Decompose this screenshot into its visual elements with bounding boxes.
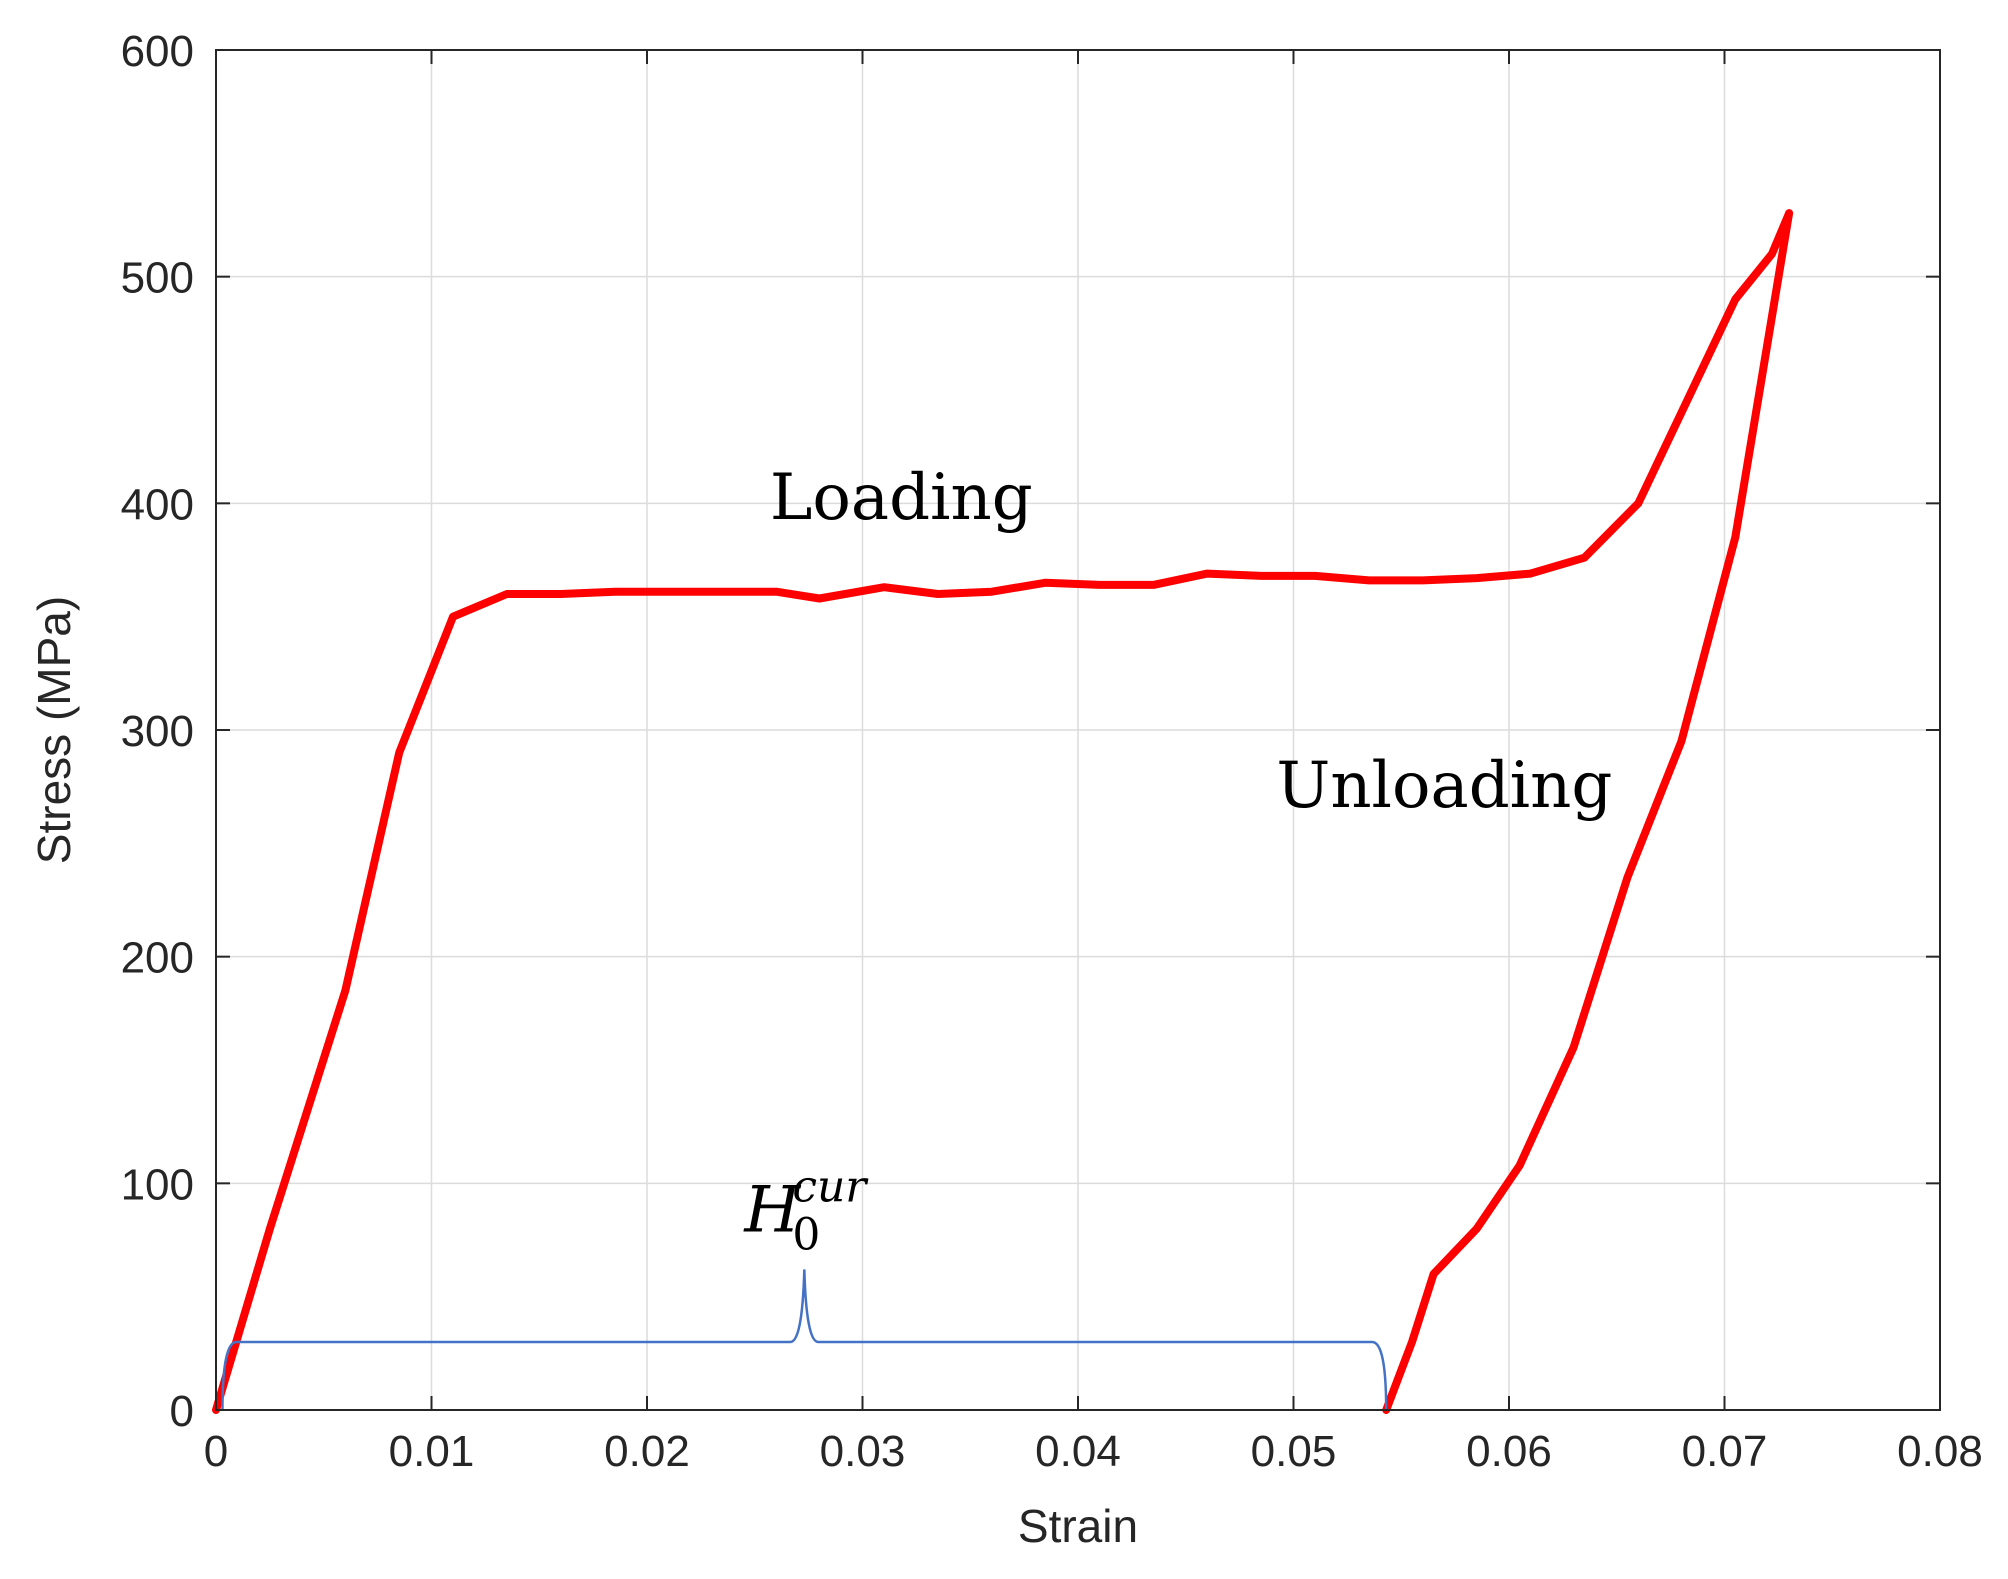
grid <box>215 49 1941 1411</box>
labels: 0 0.01 0.02 0.03 0.04 0.05 0.06 0.07 0.08 0 100 200… <box>28 27 1983 1552</box>
y-tick-label: 200 <box>121 934 194 983</box>
data-point <box>665 588 673 596</box>
data-point <box>1731 295 1739 303</box>
brace-path <box>221 1269 1388 1411</box>
x-tick-label: 0.03 <box>820 1427 906 1476</box>
x-tick-label: 0.05 <box>1251 1427 1337 1476</box>
x-tick-label: 0 <box>204 1427 228 1476</box>
x-tick-label: 0.02 <box>604 1427 690 1476</box>
series-line-2 <box>1382 209 1794 1414</box>
data-point <box>1096 581 1104 589</box>
y-axis-label: Stress (MPa) <box>28 596 80 864</box>
x-tick-label: 0.07 <box>1682 1427 1768 1476</box>
data-point <box>772 588 780 596</box>
x-tick-label: 0.01 <box>389 1427 475 1476</box>
data-point <box>1149 581 1157 589</box>
data-point <box>815 595 823 603</box>
y-tick-label: 600 <box>121 27 194 76</box>
brace-label-superscript: cur <box>792 1161 869 1212</box>
data-point <box>1311 572 1319 580</box>
annotation-label: Unloading <box>1276 749 1612 823</box>
data-point <box>1419 576 1427 584</box>
y-tick-label: 300 <box>121 707 194 756</box>
x-axis-label: Strain <box>1018 1500 1138 1552</box>
data-point <box>557 590 565 598</box>
h0cur-brace <box>221 1269 1388 1411</box>
data-point <box>1408 1338 1416 1346</box>
brace-label-subscript: 0 <box>792 1209 820 1260</box>
data-point <box>1580 554 1588 562</box>
data-point <box>1624 873 1632 881</box>
y-tick-label: 0 <box>170 1387 194 1436</box>
y-tick-label: 400 <box>121 480 194 529</box>
data-point <box>934 590 942 598</box>
data-point <box>1677 409 1685 417</box>
data-point <box>1677 737 1685 745</box>
series-layer <box>212 209 1794 1414</box>
data-point <box>266 1225 274 1233</box>
data-point <box>341 987 349 995</box>
y-tick-label: 100 <box>121 1160 194 1209</box>
data-point <box>611 588 619 596</box>
data-point <box>1570 1043 1578 1051</box>
data-point <box>1473 574 1481 582</box>
data-point <box>395 749 403 757</box>
data-point <box>449 613 457 621</box>
data-point <box>1768 250 1776 258</box>
x-tick-label: 0.04 <box>1035 1427 1121 1476</box>
data-point <box>503 590 511 598</box>
y-tick-label: 500 <box>121 254 194 303</box>
data-point <box>718 588 726 596</box>
data-point <box>988 588 996 596</box>
data-point <box>1527 570 1535 578</box>
data-point <box>1731 533 1739 541</box>
data-point <box>1257 572 1265 580</box>
data-point <box>1042 579 1050 587</box>
annotation-label: Loading <box>770 461 1033 535</box>
data-point <box>1473 1225 1481 1233</box>
ticks <box>215 49 1941 1411</box>
data-point <box>1203 570 1211 578</box>
brace-label-base: H <box>743 1173 801 1247</box>
data-point <box>1634 499 1642 507</box>
x-tick-label: 0.06 <box>1466 1427 1552 1476</box>
data-point <box>880 583 888 591</box>
data-point <box>1430 1270 1438 1278</box>
x-tick-label: 0.08 <box>1897 1427 1983 1476</box>
data-point <box>1365 576 1373 584</box>
data-point <box>1785 209 1793 217</box>
data-point <box>1516 1161 1524 1169</box>
